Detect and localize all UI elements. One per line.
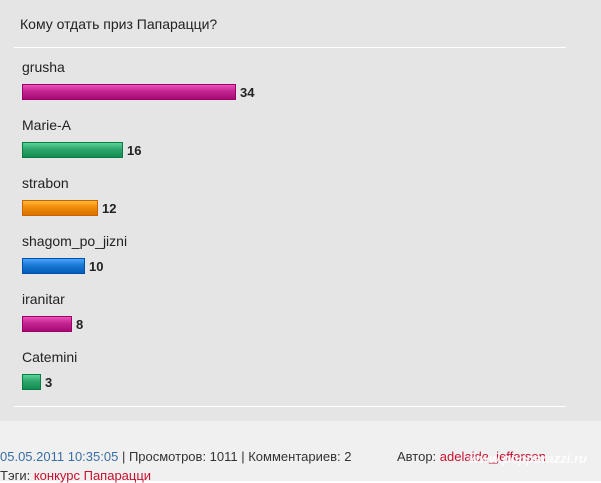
tags-line: Тэги: конкурс Папарацци bbox=[0, 468, 151, 483]
result-bar bbox=[22, 258, 85, 274]
bottom-divider bbox=[14, 406, 566, 407]
author-line: Автор: adelaide_jefferson bbox=[397, 449, 546, 464]
poll-title: Кому отдать приз Папарацци? bbox=[20, 16, 218, 32]
vote-count: 16 bbox=[127, 143, 142, 158]
result-bar bbox=[22, 200, 98, 216]
option-label: Catemini bbox=[22, 349, 78, 365]
author-label: Автор: bbox=[397, 449, 437, 464]
post-meta: 05.05.2011 10:35:05 | Просмотров: 1011 |… bbox=[0, 449, 351, 464]
tags-label: Тэги: bbox=[0, 468, 31, 483]
post-date[interactable]: 05.05.2011 10:35:05 bbox=[0, 449, 119, 464]
top-divider bbox=[14, 47, 566, 48]
option-label: iranitar bbox=[22, 291, 65, 307]
poll-results-chart: grusha 34 Marie-A 16 strabon 12 shagom_po_jizn… bbox=[22, 59, 255, 390]
result-bar bbox=[22, 142, 123, 158]
result-bar bbox=[22, 84, 236, 100]
vote-count: 34 bbox=[240, 85, 255, 100]
poll-widget: Кому отдать приз Папарацци? grusha 34 Mari… bbox=[0, 0, 601, 421]
result-bar bbox=[22, 316, 72, 332]
option-label: shagom_po_jizni bbox=[22, 233, 128, 249]
vote-count: 8 bbox=[76, 317, 84, 332]
tag-link[interactable]: конкурс Папарацци bbox=[33, 468, 152, 483]
vote-count: 10 bbox=[89, 259, 104, 274]
option-label: grusha bbox=[22, 59, 65, 75]
vote-count: 12 bbox=[102, 201, 117, 216]
result-bar bbox=[22, 374, 41, 390]
option-label: strabon bbox=[22, 175, 69, 191]
author-link[interactable]: adelaide_jefferson bbox=[439, 449, 546, 464]
post-stats: | Просмотров: 1011 | Комментариев: 2 bbox=[121, 449, 352, 464]
option-label: Marie-A bbox=[22, 117, 72, 133]
watermark-logo: www.popparazzi.ru bbox=[469, 451, 587, 466]
post-footer: 05.05.2011 10:35:05 | Просмотров: 1011 |… bbox=[0, 421, 601, 483]
vote-count: 3 bbox=[45, 375, 53, 390]
